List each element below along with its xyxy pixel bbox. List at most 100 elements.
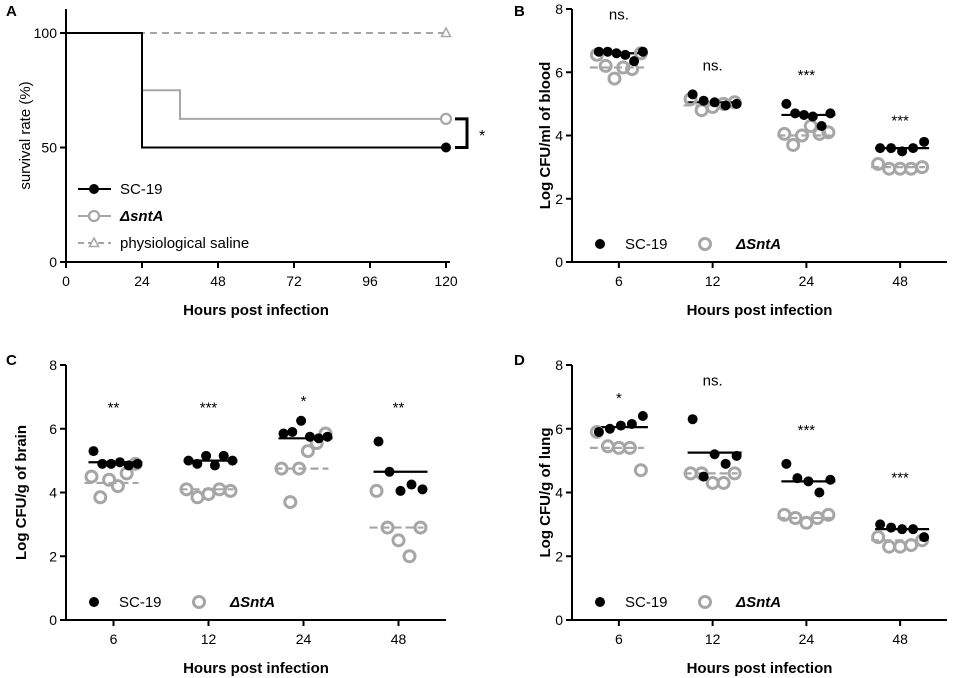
- y-tick-label: 6: [555, 64, 563, 80]
- y-tick-label: 4: [555, 485, 563, 501]
- y-axis-label: Log CFU/ml of blood: [537, 62, 554, 209]
- data-point-mutant: [893, 161, 908, 176]
- x-tick-label: 48: [892, 631, 908, 647]
- legend-marker-sc19: [595, 239, 605, 249]
- data-point-sc19: [114, 457, 125, 468]
- data-point-sc19: [620, 49, 631, 60]
- data-point-mutant: [292, 461, 307, 476]
- data-point-sc19: [698, 471, 709, 482]
- significance-label: *: [479, 128, 485, 145]
- x-axis-label: Hours post infection: [183, 660, 329, 677]
- panel-a: A 0 50 100 0 24 48 72 96 120 Hours post infection s…: [6, 3, 485, 319]
- y-tick-label: 8: [555, 1, 563, 17]
- y-tick-label: 0: [49, 612, 57, 628]
- data-point-sc19: [825, 474, 836, 485]
- x-tick-label: 48: [391, 631, 407, 647]
- legend-marker-sc19: [89, 184, 99, 194]
- data-point-mutant: [190, 490, 205, 505]
- x-tick-label: 12: [705, 631, 721, 647]
- data-point-mutant: [110, 479, 125, 494]
- data-point-sc19: [278, 428, 289, 439]
- data-point-sc19: [731, 98, 742, 109]
- data-point-sc19: [825, 108, 836, 119]
- data-point-mutant: [274, 461, 289, 476]
- y-tick-label: 50: [41, 140, 57, 156]
- data-point-sc19: [637, 411, 648, 421]
- panel-label: B: [514, 3, 525, 20]
- data-point-sc19: [201, 450, 212, 461]
- data-point-sc19: [886, 522, 897, 533]
- data-point-mutant: [871, 530, 886, 545]
- panel-label: C: [6, 352, 17, 369]
- data-point-sc19: [919, 532, 930, 543]
- data-point-sc19: [287, 426, 298, 437]
- y-tick-label: 100: [34, 25, 58, 41]
- y-axis-label: Log CFU/g of brain: [13, 425, 30, 560]
- y-tick-label: 0: [49, 254, 57, 270]
- data-point-mutant: [882, 539, 897, 554]
- significance-bracket: [455, 117, 469, 149]
- x-tick-label: 12: [705, 273, 721, 289]
- data-point-sc19: [183, 455, 194, 466]
- significance-label: ***: [200, 399, 218, 416]
- data-point-sc19: [615, 420, 626, 431]
- x-tick-label: 96: [362, 273, 378, 289]
- data-point-sc19: [417, 484, 428, 495]
- significance-label: ***: [798, 422, 816, 439]
- data-point-sc19: [790, 108, 801, 119]
- data-point-sc19: [897, 524, 908, 535]
- significance-label: ns.: [703, 372, 723, 389]
- data-point-sc19: [593, 46, 604, 57]
- legend-label-mutant: ΔSntA: [229, 594, 275, 611]
- legend-marker-mutant: [698, 595, 712, 609]
- y-tick-label: 0: [555, 254, 563, 270]
- data-point-sc19: [602, 46, 613, 57]
- y-axis-label: Log CFU/g of lung: [537, 428, 554, 558]
- data-point-sc19: [593, 426, 604, 437]
- x-tick-label: 24: [799, 273, 815, 289]
- data-point-mutant: [102, 472, 117, 487]
- survival-line-mutant: [66, 32, 446, 120]
- legend-marker-saline: [88, 236, 100, 248]
- data-point-mutant: [84, 469, 99, 484]
- legend-label-mutant: ΔsntA: [119, 208, 163, 225]
- panel-label: A: [6, 3, 17, 20]
- x-tick-label: 24: [134, 273, 150, 289]
- data-point-mutant: [413, 520, 428, 535]
- x-tick-label: 0: [62, 273, 70, 289]
- significance-label: *: [301, 393, 307, 410]
- x-tick-label: 6: [615, 273, 623, 289]
- data-point-sc19: [227, 455, 238, 466]
- data-point-sc19: [626, 418, 637, 429]
- legend-marker-sc19: [595, 597, 605, 607]
- data-point-sc19: [192, 458, 203, 469]
- data-point-mutant: [904, 538, 919, 553]
- data-point-sc19: [313, 433, 324, 444]
- data-point-sc19: [720, 458, 731, 469]
- data-point-mutant: [598, 58, 613, 73]
- data-point-mutant: [223, 483, 238, 498]
- data-point-mutant: [622, 440, 637, 455]
- data-point-sc19: [132, 458, 143, 469]
- data-point-sc19: [322, 431, 333, 442]
- data-point-mutant: [402, 549, 417, 564]
- data-point-mutant: [179, 482, 194, 497]
- data-point-mutant: [821, 125, 836, 140]
- y-tick-label: 2: [49, 548, 57, 564]
- legend-marker-mutant: [192, 595, 206, 609]
- legend-label-sc19: SC-19: [625, 236, 668, 253]
- data-point-sc19: [781, 98, 792, 109]
- survival-end-marker-mutant: [439, 112, 453, 125]
- y-tick-label: 2: [555, 548, 563, 564]
- data-point-sc19: [406, 479, 417, 490]
- data-point-mutant: [607, 71, 622, 86]
- data-point-sc19: [373, 436, 384, 447]
- data-point-mutant: [904, 161, 919, 176]
- data-point-sc19: [687, 89, 698, 100]
- data-point-sc19: [720, 100, 731, 111]
- y-tick-label: 4: [49, 485, 57, 501]
- x-tick-label: 120: [434, 273, 458, 289]
- data-point-sc19: [106, 458, 117, 469]
- data-point-sc19: [875, 143, 886, 154]
